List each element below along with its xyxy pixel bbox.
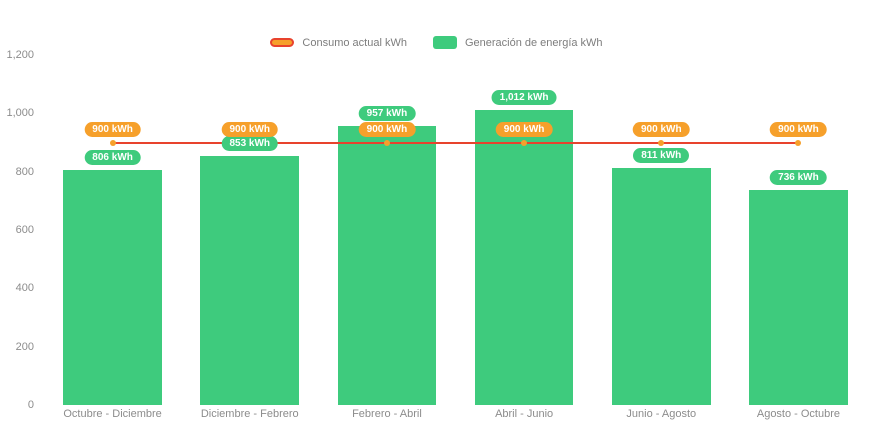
plot-area: 806 kWh 900 kWh 853 kWh 900 kWh 957 kWh 900 k… — [44, 55, 867, 405]
chart-column: 957 kWh 900 kWh — [318, 55, 455, 405]
y-axis-tick-label: 800 — [15, 165, 34, 178]
chart-column: 853 kWh 900 kWh — [181, 55, 318, 405]
y-axis-tick-label: 400 — [15, 282, 34, 295]
consumption-value-badge: 900 kWh — [632, 121, 690, 137]
consumption-line — [112, 141, 799, 144]
consumption-value-badge: 900 kWh — [84, 121, 141, 137]
legend-label-consumption: Consumo actual kWh — [302, 36, 407, 49]
consumption-point[interactable] — [383, 139, 390, 146]
y-axis-tick-label: 1,200 — [6, 49, 34, 61]
y-axis: 1,200 1,000 800 600 400 200 0 — [0, 49, 38, 411]
x-axis-category-label: Diciembre - Febrero — [200, 408, 299, 420]
x-axis-category-label: Junio - Agosto — [626, 408, 697, 420]
consumption-value-badge: 900 kWh — [221, 121, 279, 137]
consumption-point[interactable] — [658, 139, 665, 146]
consumption-value-badge: 900 kWh — [495, 121, 553, 137]
generation-value-badge: 1,012 kWh — [491, 89, 557, 105]
chart-column: 1,012 kWh 900 kWh — [456, 55, 593, 405]
consumption-point[interactable] — [109, 139, 116, 146]
generation-swatch-icon — [432, 36, 457, 49]
x-axis-category-label: Abril - Junio — [495, 408, 554, 420]
generation-value-badge: 811 kWh — [633, 148, 690, 164]
legend-item-consumption[interactable]: Consumo actual kWh — [270, 36, 407, 49]
consumption-value-badge: 900 kWh — [770, 121, 827, 137]
chart-column: 806 kWh 900 kWh — [44, 55, 181, 405]
chart-legend: Consumo actual kWh Generación de energía… — [0, 36, 873, 49]
consumption-point[interactable] — [521, 139, 528, 146]
x-axis-category-label: Agosto - Octubre — [756, 408, 841, 420]
y-axis-tick-label: 200 — [15, 340, 34, 353]
generation-bar[interactable] — [337, 125, 437, 405]
x-axis: Octubre - Diciembre Diciembre - Febrero Fe… — [44, 408, 867, 420]
legend-item-generation[interactable]: Generación de energía kWh — [432, 36, 603, 49]
generation-value-badge: 736 kWh — [770, 170, 827, 186]
generation-bar[interactable] — [474, 109, 574, 405]
generation-bar[interactable] — [749, 190, 848, 405]
generation-bar[interactable] — [611, 168, 711, 405]
y-axis-tick-label: 0 — [27, 399, 34, 411]
y-axis-tick-label: 600 — [15, 224, 34, 236]
generation-bar[interactable] — [200, 156, 300, 405]
x-axis-category-label: Febrero - Abril — [352, 408, 422, 420]
generation-value-badge: 957 kWh — [358, 105, 416, 121]
generation-value-badge: 853 kWh — [221, 136, 279, 152]
x-axis-category-label: Octubre - Diciembre — [63, 408, 162, 420]
legend-label-generation: Generación de energía kWh — [464, 36, 603, 49]
y-axis-tick-label: 1,000 — [6, 107, 34, 120]
consumption-point[interactable] — [795, 139, 802, 146]
generation-bar[interactable] — [63, 169, 162, 405]
generation-value-badge: 806 kWh — [84, 149, 141, 165]
consumption-value-badge: 900 kWh — [358, 121, 416, 137]
consumption-swatch-icon — [270, 38, 295, 47]
chart-column: 811 kWh 900 kWh — [593, 55, 730, 405]
chart-column: 736 kWh 900 kWh — [730, 55, 867, 405]
